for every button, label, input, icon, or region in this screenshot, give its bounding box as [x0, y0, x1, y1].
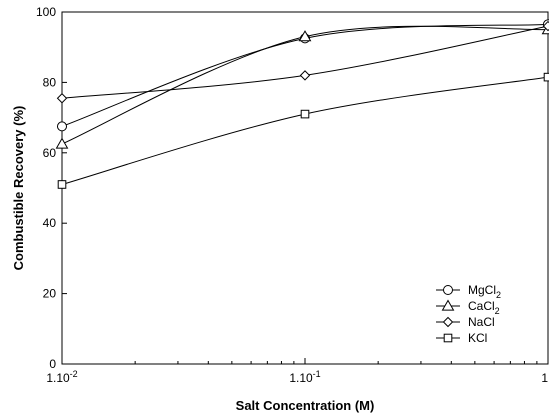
y-tick-label: 80: [43, 75, 57, 89]
data-point-kcl: [543, 72, 549, 82]
legend-label-mgcl: MgCl2: [468, 283, 501, 300]
data-point-nacl: [56, 93, 68, 104]
series-line-kcl: [61, 76, 549, 185]
legend-marker-kcl: [443, 333, 453, 343]
y-tick-label: 0: [49, 357, 56, 371]
legend-marker-nacl: [442, 316, 454, 328]
x-tick-label: 1.10-1: [289, 369, 320, 385]
series-lines: [61, 23, 549, 185]
x-axis-title: Salt Concentration (M): [236, 398, 375, 413]
y-tick-label: 20: [43, 287, 57, 301]
legend-label-nacl: NaCl: [468, 315, 495, 329]
data-point-nacl: [542, 20, 549, 32]
legend-label-cacl: CaCl2: [468, 299, 500, 316]
y-tick-label: 100: [36, 5, 56, 19]
x-tick-label: 1.10-2: [46, 369, 77, 385]
data-point-kcl: [57, 180, 67, 189]
y-tick-label: 40: [43, 216, 57, 230]
data-point-cacl: [298, 30, 312, 42]
legend-marker-cacl: [441, 299, 455, 311]
data-point-nacl: [299, 70, 311, 81]
x-axis: 1.10-2 1.10-1 1: [46, 358, 549, 385]
x-tick-label: 1: [541, 371, 548, 385]
y-axis-title: Combustible Recovery (%): [11, 106, 26, 271]
y-tick-label: 60: [43, 146, 57, 160]
y-axis: 0 20 40 60 80 100: [36, 5, 67, 371]
legend-label-kcl: KCl: [468, 331, 487, 345]
series-line-cacl: [61, 25, 549, 145]
legend-marker-mgcl: [443, 285, 453, 295]
data-point-mgcl: [57, 121, 67, 132]
series-markers: [55, 19, 549, 189]
data-point-kcl: [300, 109, 310, 119]
data-point-cacl: [55, 137, 69, 149]
